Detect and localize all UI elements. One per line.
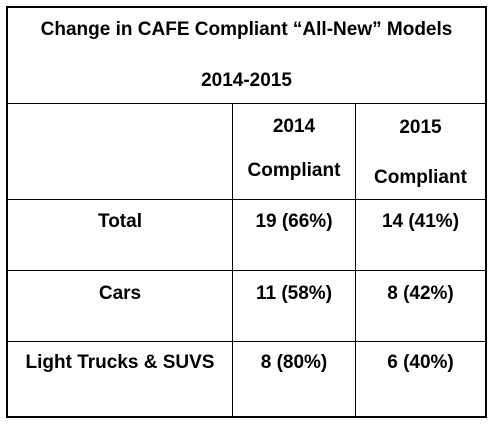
table-subtitle-years: 2014-2015 <box>201 70 292 91</box>
divider-col1 <box>232 103 233 416</box>
row-label-total: Total <box>98 211 142 232</box>
row-cars-2014: 11 (58%) <box>255 283 333 304</box>
divider-below-cars <box>6 341 487 342</box>
divider-below-title <box>6 103 487 104</box>
row-label-cars: Cars <box>98 283 142 304</box>
header-2014-year: 2014 <box>272 116 316 137</box>
header-2015-compliant: Compliant <box>374 167 467 188</box>
row-total-2014: 19 (66%) <box>255 211 333 232</box>
row-total-2015: 14 (41%) <box>381 211 460 232</box>
divider-below-header <box>6 199 487 200</box>
divider-below-total <box>6 270 487 271</box>
row-light-trucks-2015: 6 (40%) <box>387 352 454 373</box>
header-2015-year: 2015 <box>399 117 442 138</box>
header-2014-compliant: Compliant <box>247 160 341 181</box>
row-light-trucks-2014: 8 (80%) <box>260 352 328 373</box>
row-label-light-trucks-suvs: Light Trucks & SUVS <box>25 352 215 373</box>
row-cars-2015: 8 (42%) <box>387 283 454 304</box>
table-title: Change in CAFE Compliant “All-New” Model… <box>40 19 453 40</box>
compliance-table <box>6 6 487 418</box>
divider-col2 <box>355 103 356 416</box>
